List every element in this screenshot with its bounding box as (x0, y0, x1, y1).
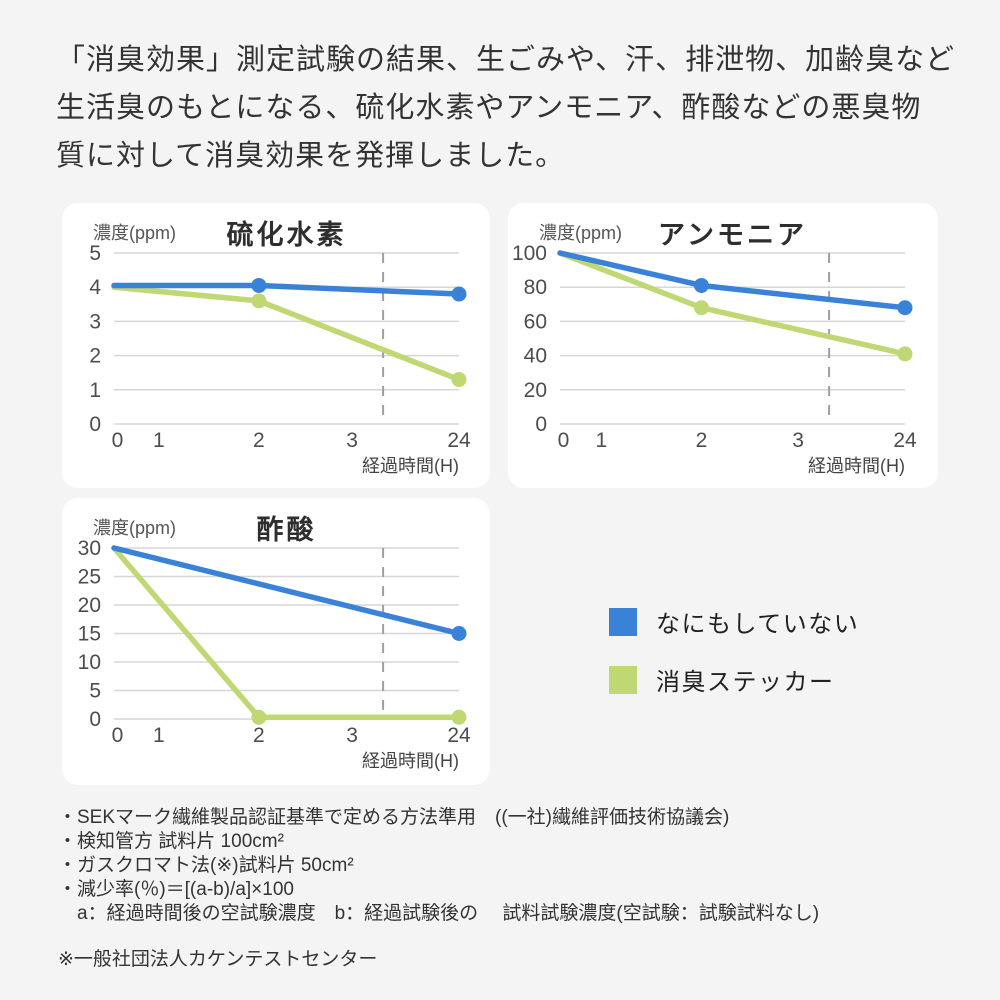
svg-text:15: 15 (78, 623, 101, 646)
svg-text:20: 20 (524, 379, 547, 402)
svg-text:100: 100 (512, 242, 547, 265)
chart-title: 酢酸 (256, 515, 317, 545)
chart-card-acetic-acid: 濃度(ppm) 酢酸 0 5 10 15 20 25 30 0 1 2 3 24 経過時間(H) (62, 498, 490, 785)
test-center-note: ※一般社団法人カケンテストセンター (58, 949, 378, 970)
svg-text:40: 40 (524, 345, 547, 368)
svg-text:1: 1 (596, 429, 608, 452)
chart-title: アンモニア (658, 220, 807, 250)
legend: なにもしていない 消臭ステッカー (609, 604, 859, 720)
x-axis-label: 経過時間(H) (808, 456, 905, 476)
svg-text:24: 24 (447, 429, 471, 452)
svg-text:3: 3 (346, 429, 358, 452)
chart-title: 硫化水素 (226, 220, 347, 250)
svg-text:60: 60 (524, 310, 547, 333)
y-axis-unit-label: 濃度(ppm) (93, 223, 177, 243)
svg-text:0: 0 (112, 724, 124, 747)
svg-text:3: 3 (792, 429, 804, 452)
svg-text:1: 1 (153, 429, 165, 452)
legend-item-deodorant-sticker: 消臭ステッカー (609, 662, 859, 697)
svg-text:80: 80 (524, 276, 547, 299)
svg-text:0: 0 (535, 413, 547, 436)
svg-text:10: 10 (78, 651, 101, 674)
intro-text: 「消臭効果」測定試験の結果、生ごみや、汗、排泄物、加齢臭など 生活臭のもとになる… (56, 44, 956, 172)
svg-text:2: 2 (89, 345, 101, 368)
svg-text:25: 25 (78, 566, 101, 589)
svg-text:24: 24 (893, 429, 917, 452)
svg-text:1: 1 (153, 724, 165, 747)
chart-card-ammonia: 濃度(ppm) アンモニア 0 20 40 60 80 100 0 1 2 3 24 経過時間(H) (508, 203, 938, 488)
legend-item-untreated: なにもしていない (609, 604, 859, 639)
svg-text:0: 0 (112, 429, 124, 452)
svg-text:20: 20 (78, 594, 101, 617)
svg-text:1: 1 (89, 379, 101, 402)
test-method-notes: ・SEKマーク繊維製品認証基準で定める方法準用 ((一社)繊維評価技術協議会) … (58, 807, 820, 924)
svg-text:4: 4 (89, 276, 101, 299)
legend-swatch-deodorant-sticker (609, 665, 637, 694)
svg-text:0: 0 (558, 429, 570, 452)
chart-plot: 0 20 40 60 80 100 0 1 2 3 24 (512, 242, 917, 452)
chart-card-hydrogen-sulfide: 濃度(ppm) 硫化水素 0 1 2 3 4 5 0 1 2 3 24 経過時間(H) (62, 203, 490, 488)
svg-text:5: 5 (89, 242, 101, 265)
svg-text:5: 5 (89, 680, 101, 703)
y-axis-unit-label: 濃度(ppm) (93, 518, 177, 538)
x-axis-label: 経過時間(H) (362, 751, 459, 771)
legend-swatch-untreated (609, 607, 637, 636)
svg-text:2: 2 (253, 724, 265, 747)
svg-text:0: 0 (89, 413, 101, 436)
svg-text:2: 2 (253, 429, 265, 452)
legend-label-deodorant-sticker: 消臭ステッカー (656, 669, 835, 696)
svg-text:0: 0 (89, 708, 101, 731)
y-axis-unit-label: 濃度(ppm) (539, 223, 623, 243)
chart-plot: 0 1 2 3 4 5 0 1 2 3 24 (89, 242, 471, 452)
svg-text:3: 3 (89, 310, 101, 333)
svg-text:3: 3 (346, 724, 358, 747)
svg-text:30: 30 (78, 537, 101, 560)
svg-text:2: 2 (696, 429, 708, 452)
x-axis-label: 経過時間(H) (362, 456, 459, 476)
legend-label-untreated: なにもしていない (656, 611, 860, 638)
svg-text:24: 24 (447, 724, 471, 747)
